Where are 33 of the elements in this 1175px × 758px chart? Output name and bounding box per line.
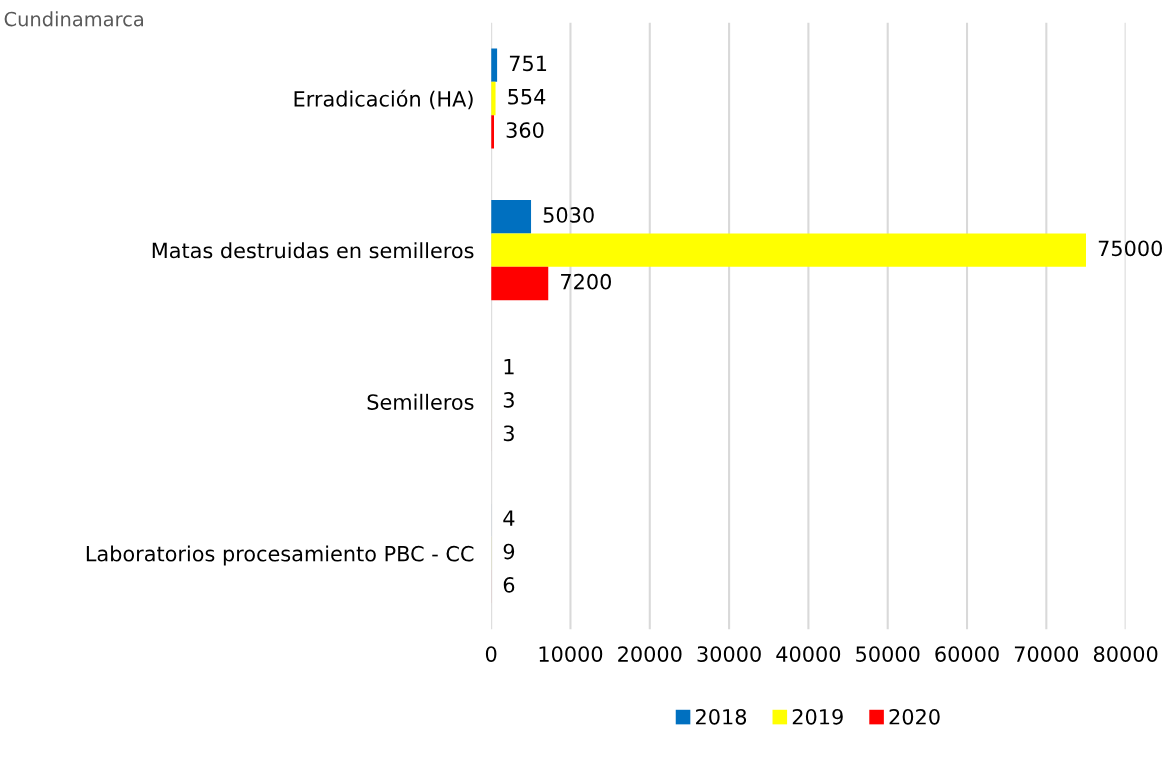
y-tick-label: Laboratorios procesamiento PBC - CC: [86, 545, 474, 566]
y-tick-label: Matas destruidas en semilleros: [152, 242, 474, 259]
bar: [491, 200, 532, 234]
data-label: 75000: [1098, 240, 1162, 257]
x-tick-label: 80000: [1093, 646, 1158, 662]
data-label: 5030: [543, 207, 594, 223]
x-tick-label: 10000: [539, 646, 603, 662]
bar: [491, 81, 496, 116]
data-label: 554: [508, 89, 546, 105]
bar: [491, 266, 549, 301]
x-tick-label: 50000: [856, 646, 920, 662]
y-tick-label: Erradicación (HA): [294, 89, 473, 110]
y-tick-label: Semilleros: [367, 393, 474, 410]
legend-label: 2020: [889, 708, 940, 725]
data-label: 360: [506, 122, 544, 138]
x-tick-label: 30000: [697, 646, 761, 662]
data-label: 6: [503, 576, 515, 593]
x-tick-label: 70000: [1014, 646, 1079, 662]
x-tick-label: 0: [485, 646, 497, 662]
data-label: 751: [509, 55, 547, 72]
x-tick-label: 60000: [935, 646, 999, 662]
data-label: 1: [504, 358, 514, 375]
legend-label: 2018: [696, 708, 747, 725]
bar: [491, 233, 1086, 267]
data-label: 4: [503, 510, 515, 526]
data-label: 3: [503, 425, 514, 442]
legend-label: 2019: [792, 708, 843, 725]
text: Cundinamarca: [4, 11, 143, 27]
x-tick-label: 40000: [776, 646, 841, 662]
x-tick-label: 20000: [618, 646, 682, 662]
data-label: 3: [503, 392, 514, 408]
data-label: 9: [503, 543, 515, 560]
data-label: 7200: [561, 273, 611, 290]
